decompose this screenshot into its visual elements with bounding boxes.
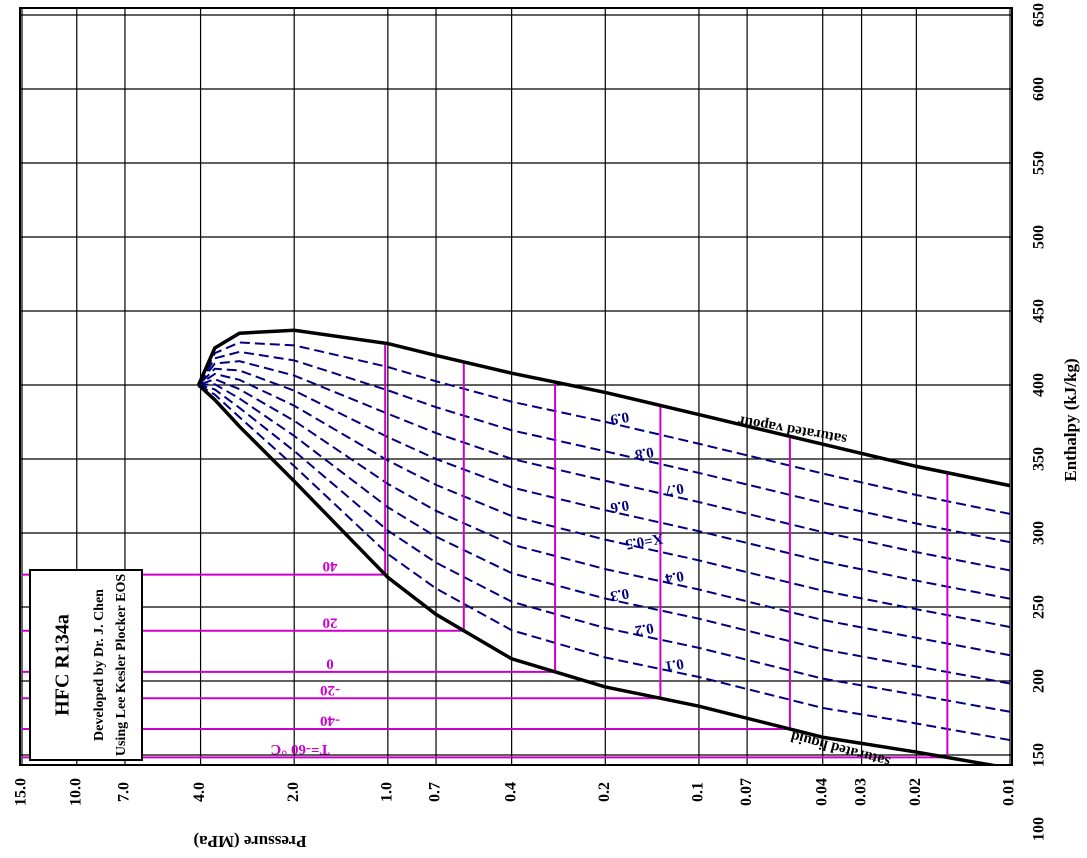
quality-line bbox=[197, 360, 1011, 572]
subtitle: Developed by Dr. J. Chen bbox=[92, 589, 107, 741]
x-tick-label: 7.0 bbox=[116, 782, 133, 802]
x-tick-label: 0.07 bbox=[738, 778, 755, 806]
y-tick-label: 500 bbox=[1031, 225, 1048, 249]
y-tick-label: 300 bbox=[1031, 521, 1048, 545]
quality-line bbox=[197, 367, 1011, 600]
frame bbox=[19, 7, 1013, 766]
saturation-curve bbox=[196, 328, 1011, 488]
y-tick-label: 450 bbox=[1031, 299, 1048, 323]
quality-line bbox=[198, 383, 1011, 685]
x-tick-label: 2.0 bbox=[285, 782, 302, 802]
x-tick-label: 0.1 bbox=[690, 782, 707, 802]
quality-line bbox=[198, 384, 1011, 742]
y-tick-label: 650 bbox=[1031, 3, 1048, 27]
title-box-frame bbox=[29, 569, 143, 761]
y-tick-label: 600 bbox=[1031, 77, 1048, 101]
x-tick-label: 0.2 bbox=[596, 782, 613, 802]
quality-label: 0.2 bbox=[634, 619, 655, 638]
isotherm-label: -40 bbox=[320, 713, 340, 729]
quality-label: 0.8 bbox=[634, 443, 655, 462]
x-axis-title: Pressure (MPa) bbox=[193, 832, 306, 851]
subtitle: Using Lee Kesler Plocker EOS bbox=[114, 574, 129, 756]
y-axis-title: Enthalpy (kJ/kg) bbox=[1061, 358, 1080, 481]
quality-line bbox=[197, 350, 1011, 544]
x-tick-label: 4.0 bbox=[191, 782, 208, 802]
x-tick-label: 0.7 bbox=[427, 782, 444, 802]
isotherm-label: 0 bbox=[326, 655, 334, 671]
isotherm-label: T=-60 °C bbox=[270, 741, 329, 757]
x-tick-label: 0.04 bbox=[813, 778, 830, 806]
x-tick-label: 0.01 bbox=[1001, 778, 1018, 806]
quality-line bbox=[198, 378, 1011, 657]
quality-label: 0.9 bbox=[609, 408, 630, 427]
quality-label: 0.3 bbox=[609, 585, 630, 604]
quality-label: 0.1 bbox=[664, 655, 685, 674]
y-tick-label: 200 bbox=[1031, 669, 1048, 693]
y-tick-label: 400 bbox=[1031, 373, 1048, 397]
title: HFC R134a bbox=[52, 614, 74, 716]
x-tick-label: 0.03 bbox=[852, 778, 869, 806]
quality-label: 0.4 bbox=[663, 567, 685, 586]
quality-label: 0.6 bbox=[609, 496, 631, 515]
x-tick-label: 1.0 bbox=[379, 782, 396, 802]
quality-label: 0.7 bbox=[663, 480, 685, 499]
quality-line bbox=[197, 372, 1011, 628]
isotherm-label: 40 bbox=[323, 558, 338, 574]
plot-area bbox=[22, 328, 1011, 765]
quality-line bbox=[198, 384, 1011, 713]
isotherm-label: -20 bbox=[320, 682, 340, 698]
y-tick-label: 550 bbox=[1031, 151, 1048, 175]
x-tick-label: 15.0 bbox=[13, 778, 30, 806]
x-tick-label: 0.02 bbox=[907, 778, 924, 806]
x-tick-label: 0.4 bbox=[502, 782, 519, 802]
y-tick-label: 100 bbox=[1031, 817, 1048, 841]
saturation-curve bbox=[197, 383, 1002, 765]
y-tick-label: 350 bbox=[1031, 447, 1048, 471]
y-tick-label: 150 bbox=[1031, 743, 1048, 767]
isotherm-label: 20 bbox=[323, 614, 338, 630]
title-box: HFC R134a Developed by Dr. J. Chen Using… bbox=[29, 569, 143, 761]
y-tick-label: 250 bbox=[1031, 595, 1048, 619]
grid bbox=[20, 8, 1012, 765]
quality-label: X=0.5 bbox=[624, 530, 664, 552]
x-tick-label: 10.0 bbox=[67, 778, 84, 806]
